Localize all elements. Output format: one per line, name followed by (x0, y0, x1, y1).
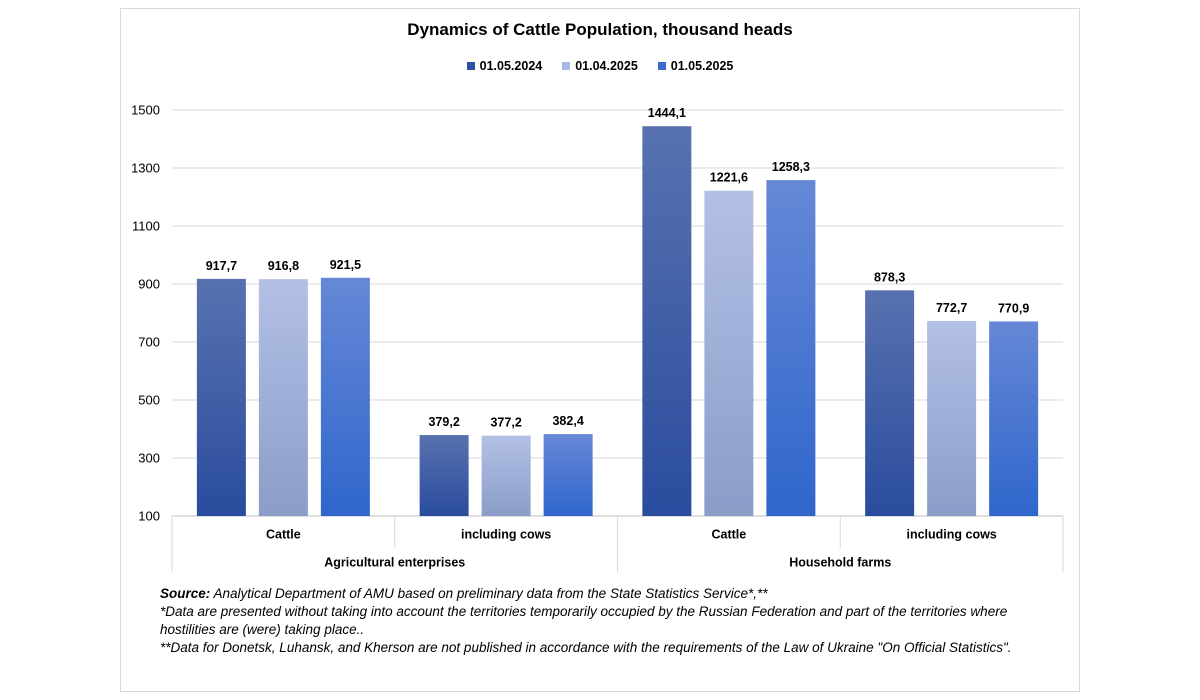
bar-01.05.2025-2 (766, 180, 816, 516)
legend-swatch-2 (562, 62, 571, 70)
chart-title: Dynamics of Cattle Population, thousand … (407, 20, 793, 39)
legend-swatch-1 (466, 62, 475, 70)
category-label-2: Cattle (712, 528, 747, 542)
data-label-01.05.2024-2: 1444,1 (648, 106, 686, 120)
data-label-01.05.2025-2: 1258,3 (772, 160, 810, 174)
data-label-01.05.2025-0: 921,5 (330, 258, 361, 272)
data-label-01.05.2025-1: 382,4 (552, 414, 583, 428)
legend-entry-3: 01.05.2025 (657, 59, 734, 73)
source-label: Source: (160, 586, 211, 601)
data-label-01.05.2024-3: 878,3 (874, 270, 905, 284)
bar-01.05.2025-0 (320, 277, 370, 516)
data-label-01.04.2025-1: 377,2 (490, 416, 521, 430)
y-tick-label-100: 100 (138, 509, 160, 524)
legend-label-1: 01.05.2024 (479, 59, 543, 73)
legend-entry-1: 01.05.2024 (466, 59, 543, 73)
group-label-0: Agricultural enterprises (324, 556, 465, 570)
bar-01.05.2024-1 (419, 435, 469, 516)
y-tick-label-500: 500 (138, 393, 160, 408)
gridlines (171, 109, 1064, 572)
bar-01.05.2024-3 (865, 290, 915, 516)
data-label-01.05.2024-0: 917,7 (206, 259, 237, 273)
data-label-01.04.2025-0: 916,8 (268, 259, 299, 273)
bar-01.04.2025-2 (704, 190, 754, 516)
y-tick-label-900: 900 (138, 277, 160, 292)
bar-01.04.2025-3 (927, 320, 977, 516)
chart-legend: 01.05.2024 01.04.2025 01.05.2025 (0, 59, 1200, 73)
y-tick-label-700: 700 (138, 335, 160, 350)
bar-01.04.2025-0 (258, 279, 308, 516)
chart-notes: Source: Analytical Department of AMU bas… (160, 585, 1060, 657)
data-label-01.05.2025-3: 770,9 (998, 301, 1029, 315)
footnote-2: **Data for Donetsk, Luhansk, and Kherson… (160, 640, 1012, 655)
category-label-1: including cows (461, 528, 551, 542)
data-label-01.04.2025-3: 772,7 (936, 301, 967, 315)
source-note: Source: Analytical Department of AMU bas… (160, 585, 1060, 603)
bar-01.05.2025-1 (543, 434, 593, 516)
y-tick-label-1100: 1100 (132, 219, 160, 234)
labels: 100 300 500 700 900 1100 1300 1500 917,7 916,8 921… (131, 103, 1029, 570)
data-label-01.05.2024-1: 379,2 (428, 415, 459, 429)
footnote-1: *Data are presented without taking into … (160, 604, 1008, 637)
legend-swatch-3 (657, 62, 666, 70)
bar-01.05.2024-2 (642, 126, 692, 516)
source-text: Analytical Department of AMU based on pr… (210, 586, 768, 601)
y-tick-label-1300: 1300 (131, 161, 160, 176)
legend-label-2: 01.04.2025 (575, 59, 638, 73)
legend-entry-2: 01.04.2025 (562, 59, 638, 73)
legend-label-3: 01.05.2025 (670, 59, 734, 73)
data-label-01.04.2025-2: 1221,6 (710, 171, 748, 185)
group-label-1: Household farms (789, 556, 891, 570)
bar-01.04.2025-1 (481, 435, 531, 516)
bars (196, 126, 1039, 516)
bar-01.05.2025-3 (989, 321, 1039, 516)
bar-01.05.2024-0 (196, 278, 246, 516)
y-tick-label-300: 300 (138, 451, 160, 466)
category-label-3: including cows (906, 528, 996, 542)
y-tick-label-1500: 1500 (131, 103, 160, 118)
category-label-0: Cattle (266, 528, 301, 542)
